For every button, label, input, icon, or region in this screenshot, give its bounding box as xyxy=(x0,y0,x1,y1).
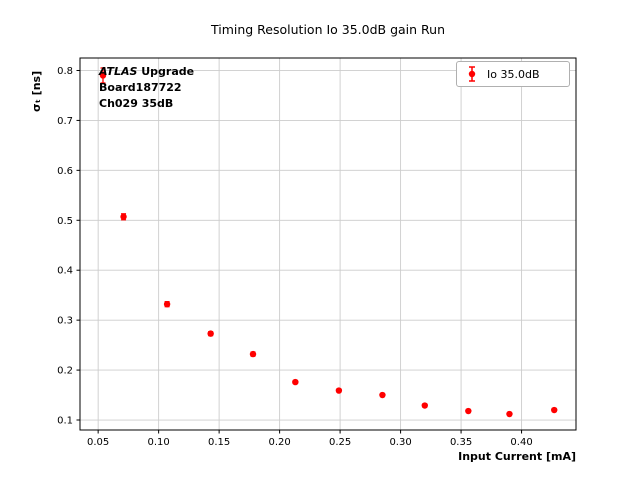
data-point xyxy=(207,330,214,337)
annotation-board: Board187722 xyxy=(99,81,182,94)
chart-title: Timing Resolution Io 35.0dB gain Run xyxy=(210,22,446,37)
x-tick-label: 0.40 xyxy=(510,437,532,448)
y-tick-label: 0.7 xyxy=(57,116,73,127)
x-tick-label: 0.35 xyxy=(450,437,472,448)
annotation-block: ATLAS Upgrade Board187722 Ch029 35dB xyxy=(99,64,194,112)
x-tick-label: 0.10 xyxy=(148,437,170,448)
data-point xyxy=(551,406,558,414)
y-tick-label: 0.8 xyxy=(57,66,73,77)
data-point xyxy=(120,213,127,220)
data-point xyxy=(163,300,171,308)
legend-errorbar-icon xyxy=(468,66,476,82)
data-point xyxy=(421,402,428,409)
y-tick-label: 0.3 xyxy=(57,316,73,327)
data-point xyxy=(465,407,472,415)
y-tick-label: 0.2 xyxy=(57,366,73,377)
legend-label: Io 35.0dB xyxy=(487,67,540,81)
data-point xyxy=(292,378,299,386)
data-point xyxy=(249,350,257,358)
x-tick-label: 0.30 xyxy=(389,437,411,448)
data-point xyxy=(99,72,107,79)
legend: Io 35.0dB xyxy=(456,61,570,87)
data-point xyxy=(379,391,386,399)
annotation-brand: ATLAS xyxy=(99,65,138,78)
y-tick-label: 0.5 xyxy=(57,216,73,227)
x-axis-label: Input Current [mA] xyxy=(458,450,576,463)
x-tick-label: 0.20 xyxy=(268,437,290,448)
annotation-brand-suffix: Upgrade xyxy=(137,65,195,78)
y-tick-label: 0.1 xyxy=(57,416,73,427)
x-tick-label: 0.25 xyxy=(329,437,351,448)
y-tick-label: 0.4 xyxy=(57,266,73,277)
y-tick-label: 0.6 xyxy=(57,166,73,177)
x-tick-label: 0.15 xyxy=(208,437,230,448)
axes-box xyxy=(79,57,577,431)
data-point xyxy=(335,387,343,394)
x-tick-label: 0.05 xyxy=(87,437,109,448)
annotation-channel: Ch029 35dB xyxy=(99,97,174,110)
annotation-line-1: ATLAS Upgrade xyxy=(99,64,194,80)
data-point xyxy=(506,410,513,418)
